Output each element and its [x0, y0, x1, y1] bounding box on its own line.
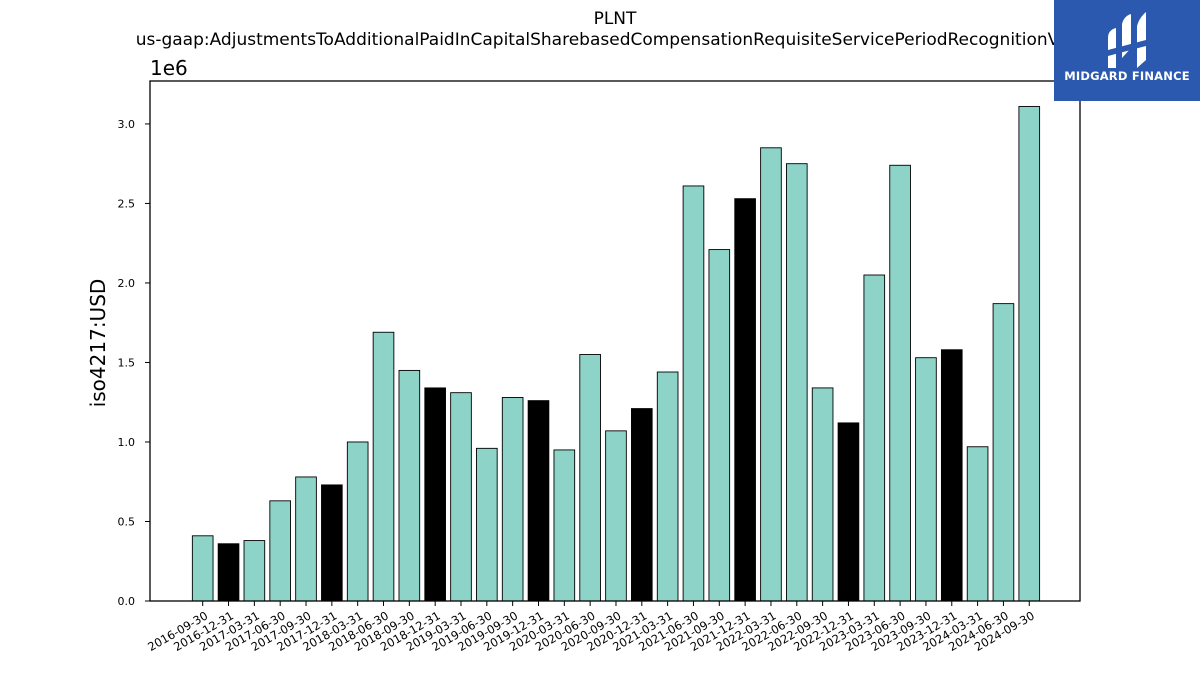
bar	[915, 357, 937, 602]
bar	[398, 369, 421, 602]
bar	[837, 422, 860, 602]
midgard-finance-logo: MIDGARD FINANCE	[1054, 0, 1200, 101]
bar	[450, 392, 472, 602]
bar	[295, 476, 317, 602]
bar	[553, 449, 576, 602]
bar	[321, 484, 343, 602]
chart-title: PLNT	[593, 9, 637, 29]
bar	[863, 274, 886, 602]
bar	[992, 303, 1015, 602]
y-tick-label: 0.5	[118, 515, 136, 528]
bar	[527, 400, 550, 602]
plot-frame	[149, 80, 1081, 602]
bar	[631, 408, 653, 602]
bar	[811, 387, 834, 602]
bar	[191, 535, 214, 602]
bar	[734, 198, 756, 602]
bar	[682, 185, 705, 602]
bar	[346, 441, 369, 602]
bar	[656, 371, 679, 602]
bar	[501, 397, 524, 602]
bar	[424, 387, 446, 602]
logo-mark-icon	[1108, 12, 1146, 68]
bar	[966, 446, 989, 602]
bar	[605, 430, 627, 602]
bar	[579, 354, 601, 602]
bar	[476, 447, 498, 602]
bar	[940, 349, 963, 602]
bar	[243, 540, 266, 602]
bar	[889, 164, 911, 602]
bar	[708, 249, 731, 602]
y-tick-label: 1.5	[118, 356, 136, 369]
y-tick-label: 2.5	[118, 197, 136, 210]
bar	[1018, 105, 1041, 602]
y-tick-label: 1.0	[118, 436, 136, 449]
bar	[760, 147, 782, 602]
bar	[217, 543, 240, 602]
bar	[372, 331, 395, 602]
y-axis-label: iso4217:USD	[86, 279, 110, 408]
y-tick-label: 3.0	[118, 118, 136, 131]
chart-subtitle: us-gaap:AdjustmentsToAdditionalPaidInCap…	[135, 30, 1095, 50]
logo-text: MIDGARD FINANCE	[1064, 69, 1190, 83]
y-offset-label: 1e6	[150, 56, 188, 80]
y-tick-label: 2.0	[118, 277, 136, 290]
y-tick-label: 0.0	[118, 595, 136, 608]
bar	[269, 500, 291, 602]
bar	[785, 163, 808, 602]
